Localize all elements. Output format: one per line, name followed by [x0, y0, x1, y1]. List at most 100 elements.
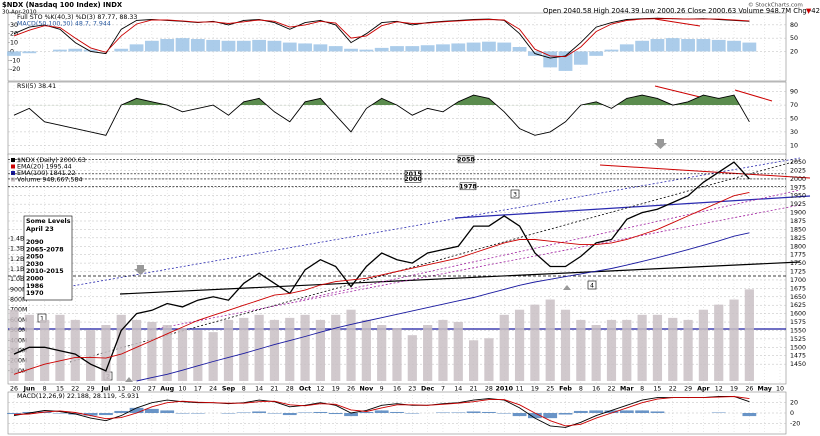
bar [252, 39, 267, 52]
x-tick-label: 8 [242, 386, 246, 393]
y2-tick-label: 1.1B [10, 266, 24, 273]
levels-box [23, 215, 73, 301]
x-tick-label: Dec [421, 386, 434, 393]
bar [497, 42, 512, 52]
bar [252, 411, 267, 413]
y2-tick-label: 1.2B [10, 256, 24, 263]
level-box [459, 182, 477, 191]
y-tick-label: 80 [790, 22, 798, 29]
bar [190, 413, 205, 414]
bar [606, 319, 617, 381]
bar [129, 407, 144, 413]
panel-subtitle: MACD(50,100,30) 48.7, 7.944 [17, 21, 111, 28]
credit: © StockCharts.com [748, 2, 803, 9]
series-line [13, 396, 750, 428]
y2-tick-label: -10 [10, 57, 20, 64]
bar [683, 319, 693, 381]
sto-divergence [654, 18, 701, 27]
x-tick-label: 10 [776, 386, 784, 393]
x-tick-label: 15 [653, 386, 661, 393]
series-line [13, 18, 750, 58]
bar [622, 319, 632, 381]
bar [175, 413, 190, 414]
chart-title: $NDX (Nasdaq 100 Index) INDX [2, 1, 123, 9]
area-fill [14, 95, 750, 106]
x-tick-label: 27 [148, 386, 156, 393]
x-tick-label: 28 [286, 386, 294, 393]
x-tick-label: 11 [516, 386, 524, 393]
bar [114, 48, 129, 52]
bar [451, 412, 466, 413]
x-tick-label: 26 [10, 386, 18, 393]
bar [208, 332, 218, 381]
arrow-down [134, 265, 147, 275]
trend-line [299, 189, 801, 301]
bar [22, 411, 37, 413]
y2-tick-label: 500M [10, 327, 27, 334]
bar [269, 319, 280, 381]
bar [405, 413, 420, 414]
bar [558, 51, 573, 71]
y-tick-label: 1900 [790, 210, 806, 217]
bar [558, 413, 573, 415]
x-tick-label: 10 [179, 386, 187, 393]
y-tick-label: 1575 [790, 319, 806, 326]
y-tick-label: 1625 [790, 302, 806, 309]
bar [236, 412, 251, 413]
x-tick-label: Apr [697, 386, 710, 393]
bar [147, 321, 157, 381]
bar [359, 411, 374, 413]
bar [129, 44, 144, 52]
level-box [404, 175, 422, 183]
series-line [13, 396, 750, 427]
y2-tick-label: 400M [10, 337, 27, 344]
y-tick-label: 1450 [790, 361, 806, 368]
x-tick-label: Feb [559, 386, 572, 393]
bar [392, 328, 402, 381]
bar [484, 338, 494, 381]
bar [698, 309, 708, 381]
x-tick-label: 8 [579, 386, 583, 393]
bar [55, 314, 65, 381]
y-tick-label: 1650 [790, 294, 806, 301]
bar [668, 317, 678, 381]
bar [193, 330, 203, 381]
bar [604, 49, 619, 52]
levels-box-title: Some Levels [26, 218, 71, 225]
x-tick-label: Nov [360, 386, 375, 393]
panel [7, 81, 787, 156]
panel-title: MACD(12,26,9) 22.188, 28.119, -5.931 [17, 393, 139, 400]
y-tick-label: 1775 [790, 252, 806, 259]
y-tick-label: 1475 [790, 353, 806, 360]
bar [144, 40, 159, 52]
bar [331, 314, 341, 381]
y-tick-label: 2000 [790, 176, 806, 183]
y-tick-label: 2050 [790, 159, 806, 166]
y-tick-label: 1825 [790, 235, 806, 242]
y2-tick-label: 20 [10, 31, 18, 38]
y-tick-label: 70 [790, 102, 798, 109]
bar [423, 325, 433, 381]
x-tick-label: 12 [715, 386, 723, 393]
x-tick-label: 21 [270, 386, 278, 393]
level-label: 2000 [404, 176, 422, 183]
bar [298, 43, 312, 52]
y-tick-label: 50 [790, 35, 798, 42]
bar [514, 309, 525, 381]
bar [313, 44, 328, 52]
x-tick-label: 19 [332, 386, 340, 393]
change-arrow: ▼ [806, 7, 812, 15]
series-line [136, 232, 750, 382]
bar [576, 319, 586, 381]
y-tick-label: 1675 [790, 285, 806, 292]
y2-tick-label: 30 [10, 22, 18, 29]
arrow-down [654, 139, 667, 149]
bar [344, 413, 358, 417]
bar [300, 314, 310, 381]
x-tick-label: Oct [299, 386, 311, 393]
x-tick-label: Mar [620, 386, 635, 393]
bar [285, 317, 295, 381]
bar [714, 304, 724, 381]
bar [298, 412, 312, 413]
